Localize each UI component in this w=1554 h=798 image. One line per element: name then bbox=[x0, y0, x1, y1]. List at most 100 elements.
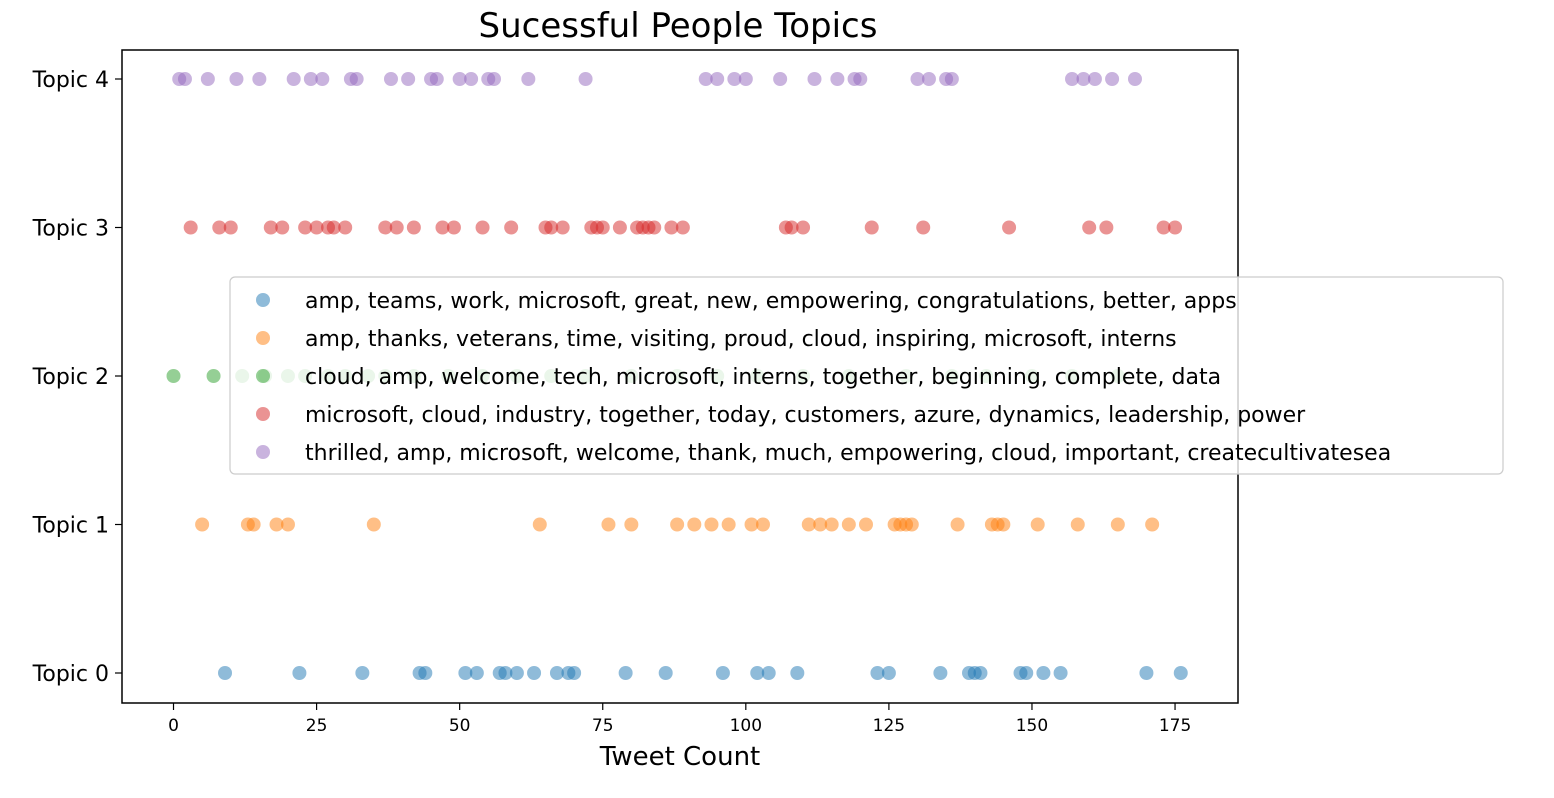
data-point-topic-4 bbox=[830, 72, 845, 86]
data-point-topic-4 bbox=[452, 72, 467, 86]
data-point-topic-1 bbox=[532, 517, 547, 532]
data-point-topic-0 bbox=[1036, 666, 1051, 680]
data-point-topic-1 bbox=[841, 517, 856, 532]
data-point-topic-0 bbox=[1139, 666, 1154, 680]
data-point-topic-3 bbox=[338, 220, 353, 235]
data-point-topic-4 bbox=[383, 72, 398, 86]
x-tick-label: 0 bbox=[168, 716, 179, 736]
data-point-topic-1 bbox=[1070, 517, 1085, 532]
data-point-topic-4 bbox=[921, 72, 936, 86]
legend-marker bbox=[256, 407, 270, 421]
data-point-topic-4 bbox=[229, 72, 244, 86]
y-tick-label: Topic 4 bbox=[32, 68, 109, 93]
x-tick-label: 25 bbox=[306, 716, 328, 736]
data-point-topic-3 bbox=[275, 220, 290, 235]
data-point-topic-0 bbox=[1053, 666, 1068, 680]
data-point-topic-4 bbox=[910, 72, 925, 86]
legend-label: microsoft, cloud, industry, together, to… bbox=[305, 403, 1306, 428]
data-point-topic-3 bbox=[1002, 220, 1017, 235]
data-point-topic-4 bbox=[303, 72, 318, 86]
data-point-topic-1 bbox=[195, 517, 210, 532]
data-point-topic-0 bbox=[1019, 666, 1034, 680]
legend-box bbox=[229, 276, 1504, 475]
data-point-topic-0 bbox=[469, 666, 484, 680]
data-point-topic-0 bbox=[973, 666, 988, 680]
data-point-topic-1 bbox=[824, 517, 839, 532]
x-axis: 0 25 50 75 100 125 150 175 bbox=[168, 703, 1191, 736]
data-point-topic-4 bbox=[578, 72, 593, 86]
data-point-topic-1 bbox=[950, 517, 965, 532]
data-point-topic-3 bbox=[183, 220, 198, 235]
data-point-topic-4 bbox=[200, 72, 215, 86]
data-point-topic-0 bbox=[715, 666, 730, 680]
data-point-topic-3 bbox=[555, 220, 570, 235]
data-point-topic-1 bbox=[721, 517, 736, 532]
data-point-topic-4 bbox=[286, 72, 301, 86]
data-point-topic-3 bbox=[675, 220, 690, 235]
data-point-topic-0 bbox=[881, 666, 896, 680]
data-point-topic-3 bbox=[435, 220, 450, 235]
y-axis: Topic 0 Topic 1 Topic 2 Topic 3 Topic 4 bbox=[32, 68, 122, 687]
data-point-topic-4 bbox=[401, 72, 416, 86]
data-point-topic-1 bbox=[280, 517, 295, 532]
data-point-topic-1 bbox=[755, 517, 770, 532]
data-point-topic-4 bbox=[698, 72, 713, 86]
data-point-topic-0 bbox=[933, 666, 948, 680]
data-point-topic-4 bbox=[349, 72, 364, 86]
data-point-topic-3 bbox=[612, 220, 627, 235]
data-point-topic-0 bbox=[418, 666, 433, 680]
data-point-topic-1 bbox=[1145, 517, 1160, 532]
data-point-topic-3 bbox=[389, 220, 404, 235]
data-point-topic-4 bbox=[177, 72, 192, 86]
data-point-topic-4 bbox=[773, 72, 788, 86]
data-point-topic-1 bbox=[904, 517, 919, 532]
data-point-topic-1 bbox=[1110, 517, 1125, 532]
legend-label: amp, teams, work, microsoft, great, new,… bbox=[305, 289, 1237, 314]
data-point-topic-0 bbox=[618, 666, 633, 680]
data-point-topic-4 bbox=[727, 72, 742, 86]
data-point-topic-3 bbox=[864, 220, 879, 235]
data-point-topic-4 bbox=[252, 72, 267, 86]
data-point-topic-3 bbox=[378, 220, 393, 235]
data-point-topic-4 bbox=[521, 72, 536, 86]
x-tick-label: 75 bbox=[592, 716, 614, 736]
data-point-topic-3 bbox=[1082, 220, 1097, 235]
data-point-topic-0 bbox=[355, 666, 370, 680]
data-point-topic-3 bbox=[916, 220, 931, 235]
data-point-topic-2 bbox=[166, 369, 181, 383]
data-point-topic-1 bbox=[996, 517, 1011, 532]
data-point-topic-1 bbox=[813, 517, 828, 532]
data-point-topic-4 bbox=[710, 72, 725, 86]
data-point-topic-1 bbox=[744, 517, 759, 532]
data-point-topic-1 bbox=[801, 517, 816, 532]
data-point-topic-0 bbox=[218, 666, 233, 680]
data-point-topic-3 bbox=[446, 220, 461, 235]
data-point-topic-3 bbox=[544, 220, 559, 235]
data-point-topic-0 bbox=[870, 666, 885, 680]
y-tick-label: Topic 2 bbox=[32, 365, 109, 390]
data-point-topic-1 bbox=[1030, 517, 1045, 532]
x-tick-label: 50 bbox=[449, 716, 471, 736]
data-point-topic-3 bbox=[263, 220, 278, 235]
data-point-topic-1 bbox=[601, 517, 616, 532]
data-point-topic-0 bbox=[509, 666, 524, 680]
x-axis-label: Tweet Count bbox=[599, 742, 761, 772]
data-point-topic-1 bbox=[624, 517, 639, 532]
data-point-topic-3 bbox=[647, 220, 662, 235]
data-point-topic-0 bbox=[549, 666, 564, 680]
x-tick-label: 125 bbox=[873, 716, 905, 736]
data-point-topic-0 bbox=[567, 666, 582, 680]
data-point-topic-1 bbox=[687, 517, 702, 532]
y-tick-label: Topic 3 bbox=[32, 217, 109, 242]
data-point-topic-3 bbox=[664, 220, 679, 235]
chart-title: Sucessful People Topics bbox=[479, 6, 878, 46]
data-point-topic-4 bbox=[853, 72, 868, 86]
data-point-topic-4 bbox=[1065, 72, 1080, 86]
data-point-topic-4 bbox=[944, 72, 959, 86]
data-point-topic-3 bbox=[298, 220, 313, 235]
data-point-topic-4 bbox=[1087, 72, 1102, 86]
x-tick-label: 100 bbox=[730, 716, 762, 736]
data-point-topic-4 bbox=[738, 72, 753, 86]
y-tick-label: Topic 1 bbox=[32, 514, 109, 539]
